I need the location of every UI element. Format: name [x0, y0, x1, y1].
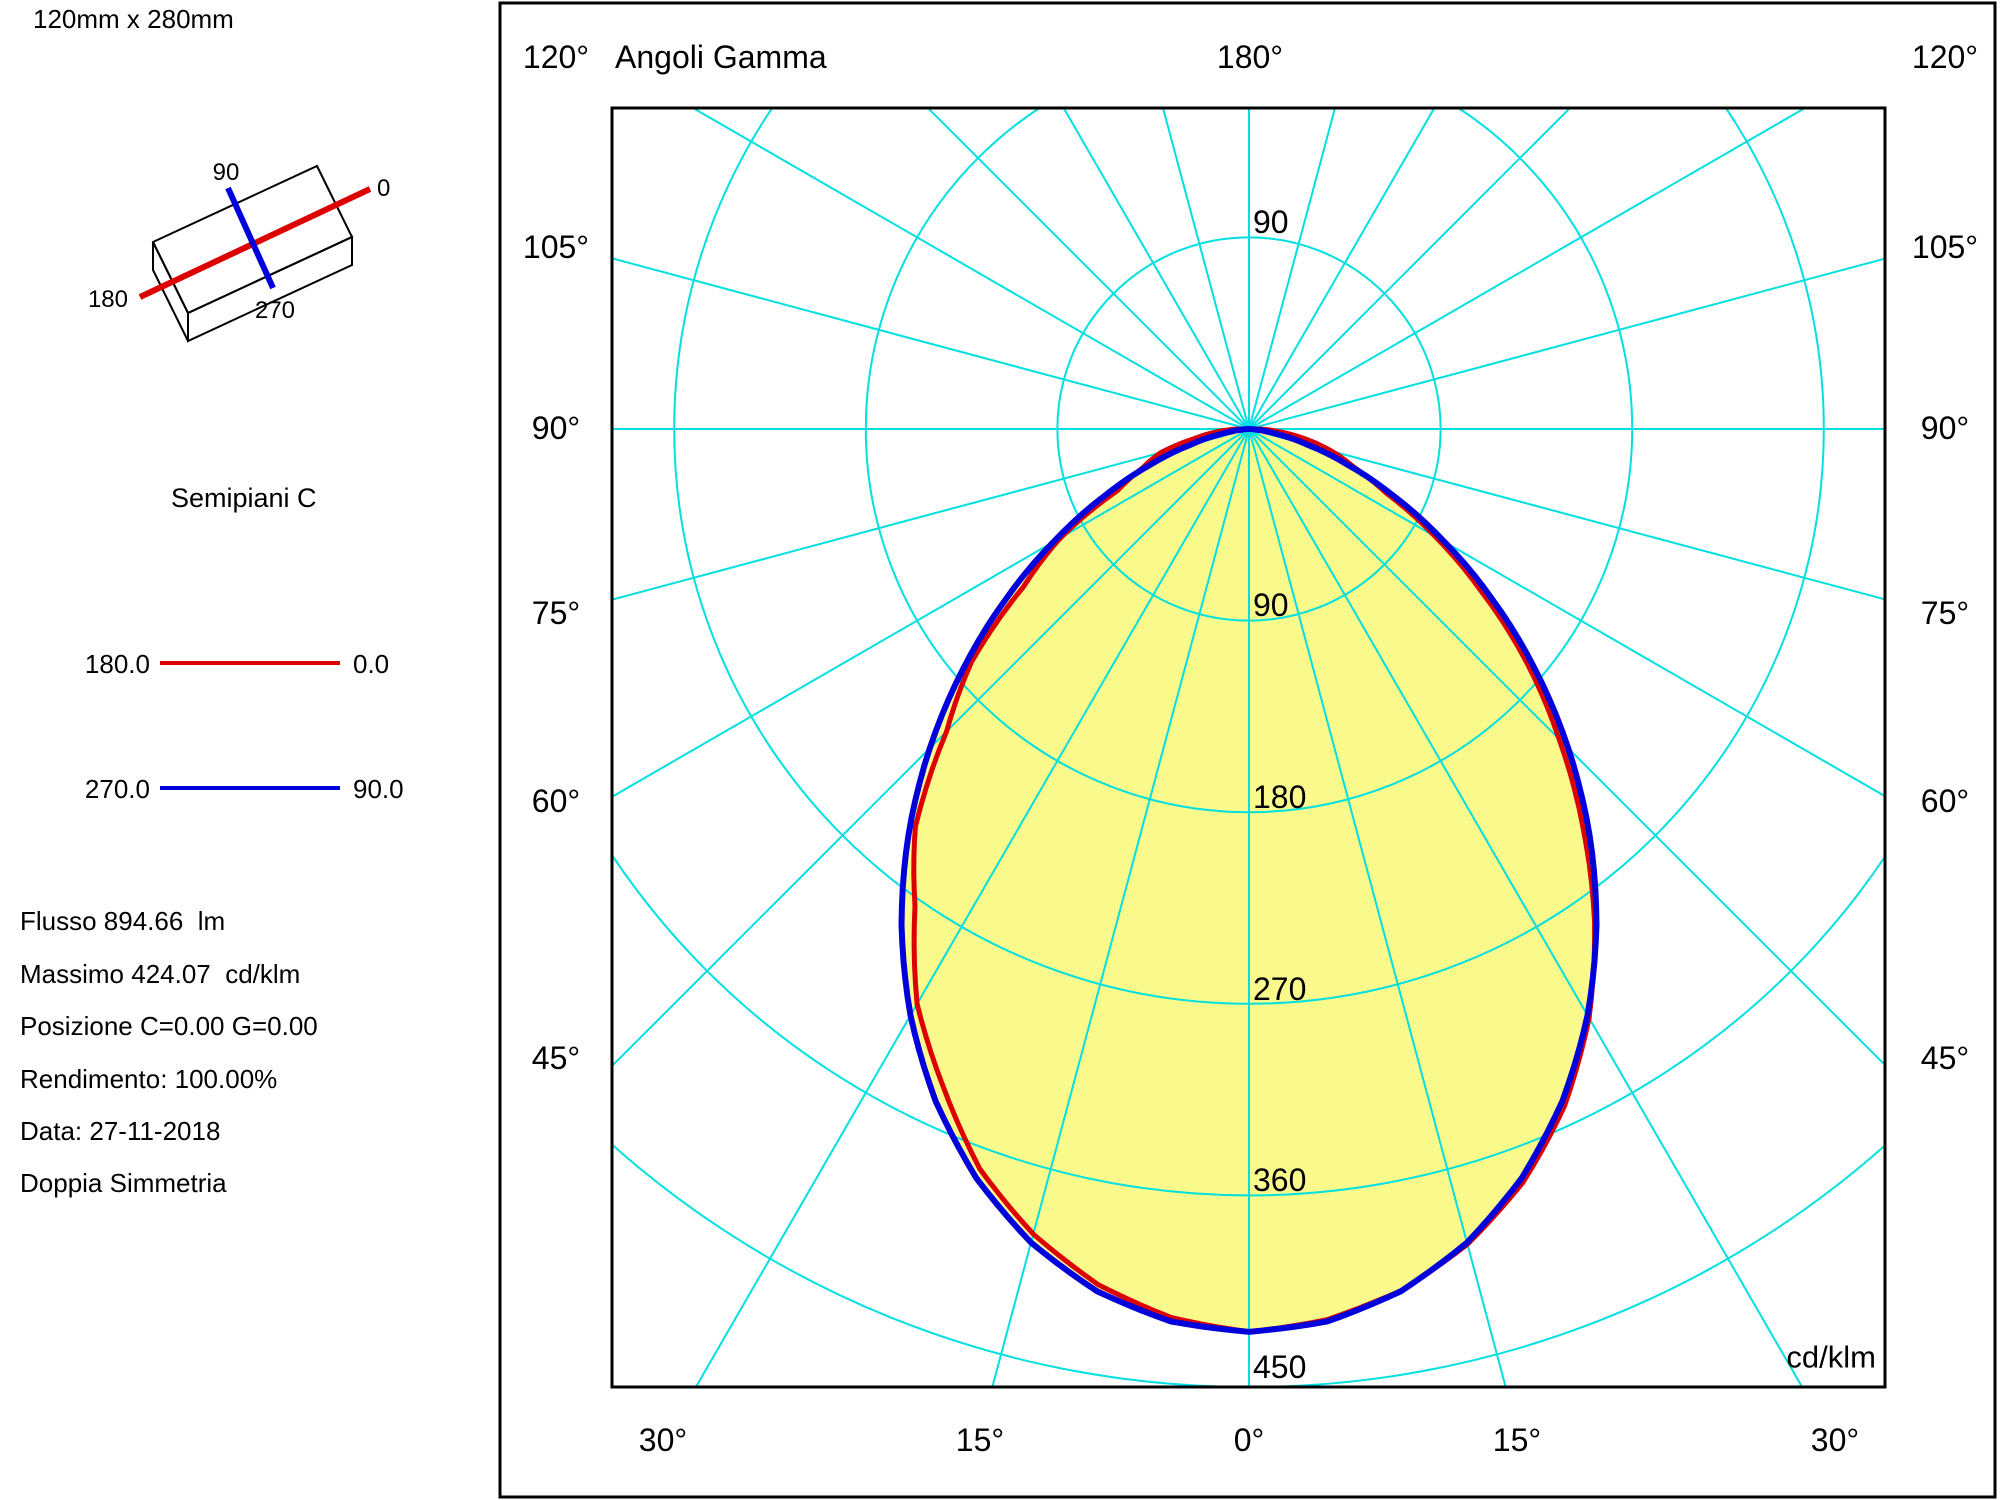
grid-radial-165	[1248, 108, 1337, 430]
grid-radial-225	[926, 108, 1250, 430]
grid-radial-330	[694, 428, 1250, 1387]
grid-radial-345	[991, 428, 1250, 1387]
ring-label-180: 180	[1253, 779, 1306, 815]
legend-row2-blue-line	[160, 786, 340, 790]
luminaire-dimensions-label: 120mm x 280mm	[33, 4, 234, 34]
gamma-label-right-105: 105°	[1912, 229, 1978, 265]
grid-radial-60	[1248, 428, 1885, 798]
gamma-label-bottom-30L: 30°	[639, 1422, 687, 1458]
gamma-label-bottom-30R: 30°	[1811, 1422, 1859, 1458]
info-posizione: Posizione C=0.00 G=0.00	[20, 1011, 318, 1041]
grid-radial-75	[1248, 428, 1885, 601]
grid-radial-15	[1248, 428, 1507, 1387]
legend-row1-right-value: 0.0	[353, 649, 390, 679]
chart-title: Angoli Gamma	[615, 39, 827, 75]
semipiani-title: Semipiani C	[171, 483, 317, 513]
gamma-label-right-75: 75°	[1921, 595, 1969, 631]
grid-radial-285	[612, 428, 1250, 601]
gamma-label-left-120: 120°	[523, 39, 589, 75]
grid-radial-240	[691, 108, 1250, 430]
curve-c90-c270	[898, 426, 1600, 1335]
box-label-0: 0	[377, 175, 390, 202]
grid-radial-210	[1062, 108, 1250, 430]
gamma-label-right-120: 120°	[1912, 39, 1978, 75]
unit-label: cd/klm	[1786, 1340, 1876, 1375]
ring-label-90-upper: 90	[1253, 204, 1289, 240]
gamma-label-right-45: 45°	[1921, 1040, 1969, 1076]
grid-radial-315	[612, 428, 1250, 1068]
gamma-label-left-75: 75°	[532, 595, 580, 631]
grid-radial-105	[1248, 257, 1885, 430]
gamma-label-left-90: 90°	[532, 410, 580, 446]
box-label-90: 90	[213, 159, 240, 186]
grid-radial-300	[612, 428, 1250, 798]
grid-radial-255	[612, 257, 1250, 430]
legend-row1-left-value: 180.0	[84, 649, 150, 679]
legend-row2-right-value: 90.0	[353, 774, 404, 804]
luminaire-orientation-sketch: 90 0 180 270	[88, 159, 390, 343]
info-massimo: Massimo 424.07 cd/klm	[20, 959, 301, 989]
gamma-label-bottom-15R: 15°	[1493, 1422, 1541, 1458]
grid-radial-120	[1248, 108, 1807, 430]
ring-label-360: 360	[1253, 1162, 1306, 1198]
gamma-label-left-45: 45°	[532, 1040, 580, 1076]
plot-border	[610, 106, 1887, 1389]
c90-c270-axis-line	[225, 186, 276, 290]
ring-label-90: 90	[1253, 587, 1289, 623]
grid-radial-195	[1161, 108, 1250, 430]
box-label-180: 180	[88, 286, 128, 313]
gamma-label-right-90: 90°	[1921, 410, 1969, 446]
ring-label-450: 450	[1253, 1349, 1306, 1385]
gamma-label-right-60: 60°	[1921, 783, 1969, 819]
grid-radial-45	[1248, 428, 1885, 1067]
gamma-label-left-60: 60°	[532, 783, 580, 819]
info-simmetria: Doppia Simmetria	[20, 1168, 227, 1198]
legend-row1-red-line	[160, 661, 340, 665]
gamma-label-bottom-15L: 15°	[956, 1422, 1004, 1458]
info-data: Data: 27-11-2018	[20, 1116, 221, 1146]
outer-frame	[498, 1, 1997, 1499]
gamma-label-bottom-0: 0°	[1234, 1422, 1265, 1458]
box-front-face	[187, 235, 353, 343]
grid-radial-150	[1248, 108, 1436, 430]
box-label-270: 270	[255, 297, 295, 324]
grid-radial-30	[1248, 428, 1804, 1387]
grid-radial-135	[1248, 108, 1572, 430]
info-rendimento: Rendimento: 100.00%	[20, 1064, 278, 1094]
legend-row2-left-value: 270.0	[84, 774, 150, 804]
gamma-label-left-105: 105°	[523, 229, 589, 265]
gamma-label-top-180: 180°	[1217, 39, 1283, 75]
ring-label-270: 270	[1253, 971, 1306, 1007]
info-flusso: Flusso 894.66 lm	[20, 906, 226, 936]
